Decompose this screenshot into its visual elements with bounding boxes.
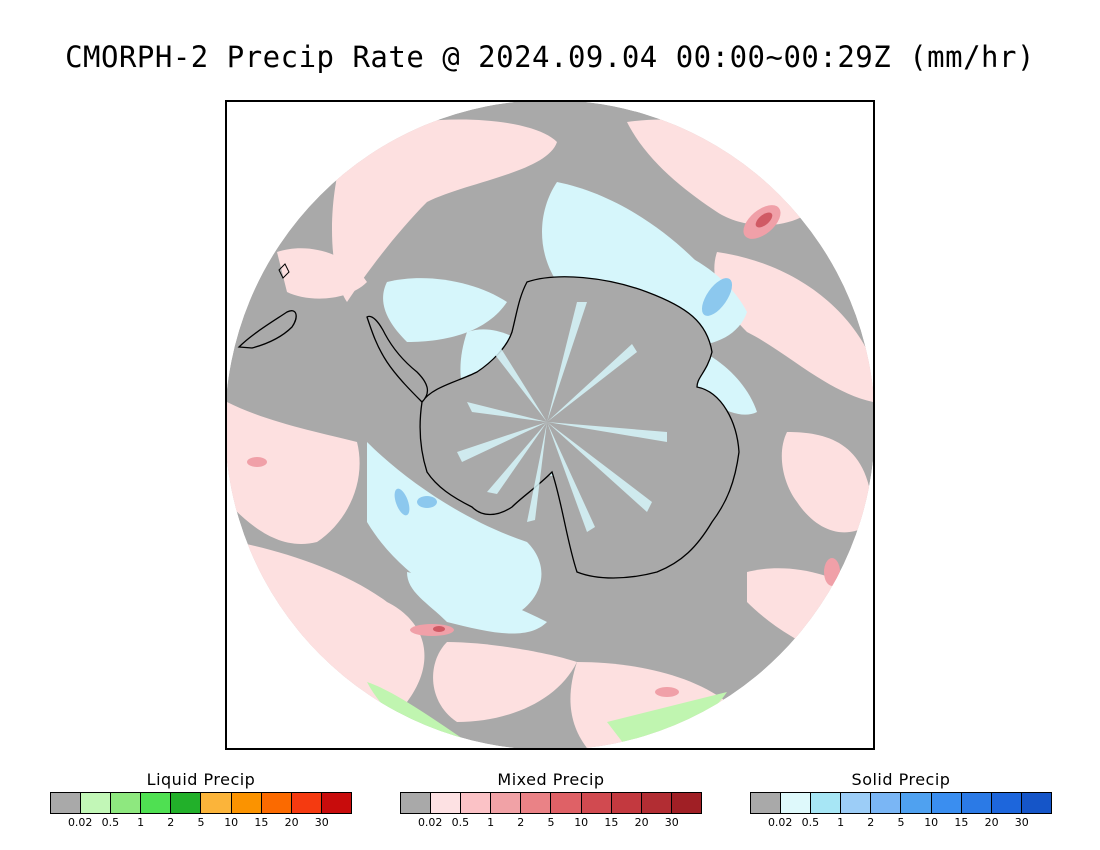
legend-swatch <box>841 793 872 813</box>
legend-tick-label: 20 <box>984 816 999 829</box>
legend-tick-label: 1 <box>837 816 845 829</box>
legend-swatch <box>171 793 202 813</box>
legend-tick-label: 10 <box>574 816 589 829</box>
legend-swatch <box>551 793 582 813</box>
legend-tick-label: 0.02 <box>767 816 793 829</box>
legend-swatch <box>611 793 642 813</box>
legend-tick-label: 0.5 <box>101 816 120 829</box>
south-america-islands <box>278 263 290 279</box>
legend-swatch <box>291 793 322 813</box>
legend-tick-label: 0.02 <box>417 816 443 829</box>
legend-tick-label: 1 <box>487 816 495 829</box>
legend-mixed: Mixed Precip 0.02 0.5 1 2 5 10 15 20 30 <box>400 770 702 829</box>
legend-liquid: Liquid Precip 0.02 0.5 1 2 5 10 15 20 30 <box>50 770 352 829</box>
legend-tick-label: 15 <box>254 816 269 829</box>
legend-swatch <box>991 793 1022 813</box>
legend-swatch <box>401 793 432 813</box>
south-america-tip <box>237 310 297 349</box>
legend-ticks: 0.02 0.5 1 2 5 10 15 20 30 <box>400 814 702 829</box>
liquid-precip-regions <box>367 682 727 748</box>
legend-swatch <box>261 793 292 813</box>
chart-title: CMORPH-2 Precip Rate @ 2024.09.04 00:00~… <box>65 40 1035 74</box>
legend-tick-label: 0.5 <box>801 816 820 829</box>
antarctica-solid-streaks <box>457 302 667 532</box>
legend-swatch <box>931 793 962 813</box>
legend-tick-label: 2 <box>867 816 875 829</box>
legend-swatches <box>750 792 1052 814</box>
legend-tick-label: 20 <box>634 816 649 829</box>
legend-swatch <box>521 793 552 813</box>
legend-tick-label: 30 <box>314 816 329 829</box>
legend-swatches <box>50 792 352 814</box>
legend-tick-label: 10 <box>224 816 239 829</box>
legend-swatch <box>141 793 172 813</box>
legend-tick-label: 10 <box>924 816 939 829</box>
legend-swatch <box>641 793 672 813</box>
legend-tick-label: 2 <box>167 816 175 829</box>
legend-tick-label: 15 <box>954 816 969 829</box>
legend-tick-label: 0.02 <box>67 816 93 829</box>
legend-tick-label: 20 <box>284 816 299 829</box>
legend-swatch <box>201 793 232 813</box>
legend-swatch <box>961 793 992 813</box>
solid-precip-moderate <box>394 278 733 516</box>
legend-ticks: 0.02 0.5 1 2 5 10 15 20 30 <box>50 814 352 829</box>
legend-tick-label: 30 <box>1014 816 1029 829</box>
legend-swatch <box>671 793 701 813</box>
legend-swatch <box>431 793 462 813</box>
legend-swatch <box>231 793 262 813</box>
legend-swatch <box>111 793 142 813</box>
legend-swatch <box>751 793 782 813</box>
mixed-precip-heavy <box>433 212 773 632</box>
legend-tick-label: 5 <box>197 816 205 829</box>
legend-title: Mixed Precip <box>497 770 605 789</box>
legend-tick-label: 5 <box>547 816 555 829</box>
legend-swatch <box>781 793 812 813</box>
legend-swatches <box>400 792 702 814</box>
legend-swatch <box>51 793 82 813</box>
antarctic-peninsula <box>366 315 429 403</box>
legend-title: Solid Precip <box>851 770 951 789</box>
legend-swatch <box>491 793 522 813</box>
legend-swatch <box>871 793 902 813</box>
legend-solid: Solid Precip 0.02 0.5 1 2 5 10 15 20 30 <box>750 770 1052 829</box>
legend-swatch <box>811 793 842 813</box>
legend-title: Liquid Precip <box>146 770 256 789</box>
legend-swatch <box>581 793 612 813</box>
legend-swatch <box>901 793 932 813</box>
legend-tick-label: 2 <box>517 816 525 829</box>
legend-tick-label: 30 <box>664 816 679 829</box>
legend-swatch <box>321 793 351 813</box>
polar-map-frame <box>225 100 875 750</box>
legend-swatch <box>81 793 112 813</box>
legend-swatch <box>461 793 492 813</box>
polar-precip-map <box>227 102 873 748</box>
legend-swatch <box>1021 793 1051 813</box>
legend-ticks: 0.02 0.5 1 2 5 10 15 20 30 <box>750 814 1052 829</box>
legend-tick-label: 1 <box>137 816 145 829</box>
legend-tick-label: 5 <box>897 816 905 829</box>
legend-tick-label: 15 <box>604 816 619 829</box>
legend-tick-label: 0.5 <box>451 816 470 829</box>
